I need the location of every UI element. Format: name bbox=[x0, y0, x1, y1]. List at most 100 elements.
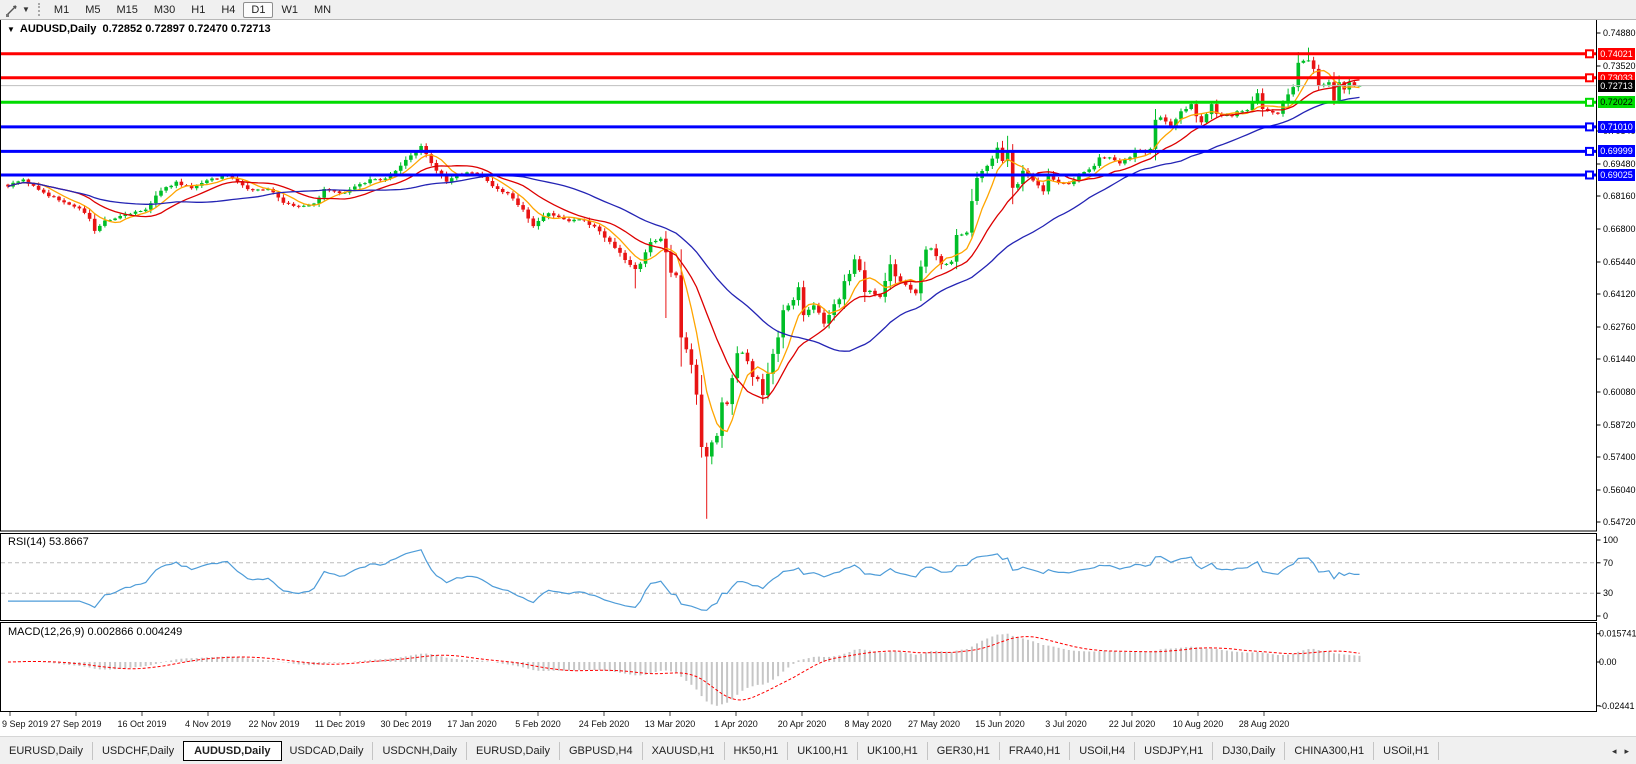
line-tool-icon[interactable] bbox=[4, 2, 20, 17]
hline-price-tag: 0.71010 bbox=[1598, 121, 1635, 133]
chart-tab-gbpusd-h4[interactable]: GBPUSD,H4 bbox=[560, 742, 643, 760]
date-label: 8 May 2020 bbox=[844, 719, 892, 729]
chart-tab-ger30-h1[interactable]: GER30,H1 bbox=[928, 742, 1000, 760]
time-axis[interactable]: 9 Sep 2019 27 Sep 2019 16 Oct 2019 4 Nov 20… bbox=[0, 712, 1596, 736]
hline-anchor[interactable] bbox=[1585, 146, 1594, 156]
chart-tab-xauusd-h1[interactable]: XAUUSD,H1 bbox=[643, 742, 725, 760]
chart-tab-usdjpy-h1[interactable]: USDJPY,H1 bbox=[1135, 742, 1214, 760]
hline-anchor[interactable] bbox=[1585, 73, 1594, 83]
price-tick-label: 0.68160 bbox=[1603, 191, 1636, 201]
date-label: 16 Oct 2019 bbox=[117, 719, 167, 729]
chart-symbol-period: AUDUSD,Daily bbox=[19, 23, 97, 35]
date-label: 15 Jun 2020 bbox=[975, 719, 1025, 729]
macd-histogram bbox=[12, 633, 1361, 706]
price-tick-label: 0.60080 bbox=[1603, 387, 1636, 397]
chart-tab-usdcnh-daily[interactable]: USDCNH,Daily bbox=[373, 742, 468, 760]
timeframe-button-m1[interactable]: M1 bbox=[53, 3, 70, 16]
tab-scroll-left-icon[interactable]: ◂ bbox=[1611, 745, 1617, 756]
price-tick-label: 0.74880 bbox=[1603, 28, 1636, 38]
hline-anchor[interactable] bbox=[1585, 97, 1594, 107]
ma-fast-line bbox=[7, 69, 1360, 433]
date-label: 22 Jul 2020 bbox=[1108, 719, 1156, 729]
timeframe-button-d1[interactable]: D1 bbox=[243, 1, 274, 18]
date-label: 10 Aug 2020 bbox=[1172, 719, 1224, 729]
rsi-panel: 100 70 30 0 bbox=[1, 535, 1618, 621]
chart-tab-uk100-h1[interactable]: UK100,H1 bbox=[858, 742, 928, 760]
rsi-tick-label: 0 bbox=[1603, 611, 1608, 621]
chart-tab-audusd-daily[interactable]: AUDUSD,Daily bbox=[183, 741, 282, 761]
chart-tab-usdchf-daily[interactable]: USDCHF,Daily bbox=[93, 742, 185, 760]
timeframe-button-m15[interactable]: M15 bbox=[116, 3, 138, 16]
chart-ohlc-values: 0.72852 0.72897 0.72470 0.72713 bbox=[102, 23, 271, 35]
date-label: 13 Mar 2020 bbox=[644, 719, 696, 729]
timeframe-button-m5[interactable]: M5 bbox=[85, 3, 101, 16]
chart-tab-usoil-h1[interactable]: USOil,H1 bbox=[1374, 742, 1439, 760]
date-label: 9 Sep 2019 bbox=[2, 719, 49, 729]
date-label: 3 Jul 2020 bbox=[1045, 719, 1087, 729]
tab-scroll-right-icon[interactable]: ▸ bbox=[1624, 745, 1629, 756]
hline-anchor[interactable] bbox=[1585, 170, 1594, 180]
hline-price-tag: 0.72022 bbox=[1598, 96, 1635, 108]
chart-canvas[interactable]: 0.748800.735200.708400.694800.681600.668… bbox=[0, 0, 1636, 736]
chart-tab-hk50-h1[interactable]: HK50,H1 bbox=[725, 742, 789, 760]
timeframe-button-w1[interactable]: W1 bbox=[281, 3, 298, 16]
date-label: 1 Apr 2020 bbox=[714, 719, 758, 729]
chart-title: ▼ AUDUSD,Daily 0.72852 0.72897 0.72470 0… bbox=[7, 23, 271, 35]
date-label: 5 Feb 2020 bbox=[515, 719, 561, 729]
rsi-tick-label: 30 bbox=[1603, 588, 1613, 598]
date-label: 20 Apr 2020 bbox=[777, 719, 827, 729]
rsi-tick-label: 100 bbox=[1603, 535, 1618, 545]
timeframe-button-mn[interactable]: MN bbox=[313, 3, 332, 16]
current-price-tag: 0.72713 bbox=[1598, 80, 1635, 92]
rsi-value: 53.8667 bbox=[48, 536, 89, 548]
chart-tab-uk100-h1[interactable]: UK100,H1 bbox=[788, 742, 858, 760]
chart-tab-usoil-h4[interactable]: USOil,H4 bbox=[1070, 742, 1136, 760]
timeframe-button-h1[interactable]: H1 bbox=[191, 3, 206, 16]
date-label: 30 Dec 2019 bbox=[380, 719, 432, 729]
macd-tick-label: -0.02441 bbox=[1599, 701, 1635, 711]
chart-menu-caret: ▼ bbox=[7, 24, 15, 34]
date-label: 27 May 2020 bbox=[907, 719, 961, 729]
hline-anchor[interactable] bbox=[1585, 49, 1594, 59]
macd-tick-label: 0.015741 bbox=[1599, 629, 1636, 639]
rsi-tick-label: 70 bbox=[1603, 558, 1613, 568]
price-tick-label: 0.57400 bbox=[1603, 452, 1636, 462]
chart-tab-eurusd-daily[interactable]: EURUSD,Daily bbox=[467, 742, 560, 760]
macd-panel: 0.015741 0.00 -0.02441 bbox=[7, 629, 1636, 711]
hlines-layer bbox=[1, 49, 1596, 180]
date-label: 4 Nov 2019 bbox=[184, 719, 232, 729]
top-toolbar: ▼ M1 M5 M15 M30 H1 H4 D1 W1 MN bbox=[0, 0, 1636, 20]
date-label: 11 Dec 2019 bbox=[314, 719, 366, 729]
rsi-label: RSI(14) 53.8667 bbox=[8, 536, 89, 548]
ma-mid-line bbox=[7, 79, 1360, 400]
hline-anchor[interactable] bbox=[1585, 122, 1594, 132]
macd-tick-label: 0.00 bbox=[1599, 657, 1617, 667]
candles-layer bbox=[6, 47, 1362, 519]
macd-values: 0.002866 0.004249 bbox=[87, 626, 183, 638]
tool-dropdown-caret[interactable]: ▼ bbox=[22, 5, 30, 14]
date-label: 27 Sep 2019 bbox=[50, 719, 102, 729]
panel-borders bbox=[0, 19, 1597, 712]
timeframe-button-h4[interactable]: H4 bbox=[221, 3, 236, 16]
rsi-line bbox=[8, 549, 1360, 611]
chart-tab-fra40-h1[interactable]: FRA40,H1 bbox=[1000, 742, 1071, 760]
price-tick-label: 0.56040 bbox=[1603, 485, 1636, 495]
time-axis-ticks bbox=[9, 712, 1265, 716]
chart-tab-eurusd-daily[interactable]: EURUSD,Daily bbox=[0, 742, 93, 760]
macd-signal-line bbox=[7, 636, 1360, 701]
chart-tab-china300-h1[interactable]: CHINA300,H1 bbox=[1285, 742, 1375, 760]
hline-price-tag: 0.74021 bbox=[1598, 48, 1635, 60]
timeframe-button-m30[interactable]: M30 bbox=[153, 3, 176, 16]
price-tick-label: 0.69480 bbox=[1603, 159, 1636, 169]
hline-price-tag: 0.69999 bbox=[1598, 145, 1635, 157]
price-tick-label: 0.66800 bbox=[1603, 224, 1636, 234]
chart-tab-bar: EURUSD,Daily USDCHF,Daily AUDUSD,Daily USDC… bbox=[0, 736, 1636, 764]
chart-tab-dj30-daily[interactable]: DJ30,Daily bbox=[1213, 742, 1286, 760]
date-label: 24 Feb 2020 bbox=[578, 719, 630, 729]
ma-slow-line bbox=[7, 96, 1360, 352]
price-tick-label: 0.64120 bbox=[1603, 289, 1636, 299]
date-label: 17 Jan 2020 bbox=[447, 719, 497, 729]
date-label: 28 Aug 2020 bbox=[1238, 719, 1290, 729]
chart-tab-usdcad-daily[interactable]: USDCAD,Daily bbox=[281, 742, 374, 760]
tab-scroll: ◂ ▸ bbox=[1608, 744, 1636, 759]
